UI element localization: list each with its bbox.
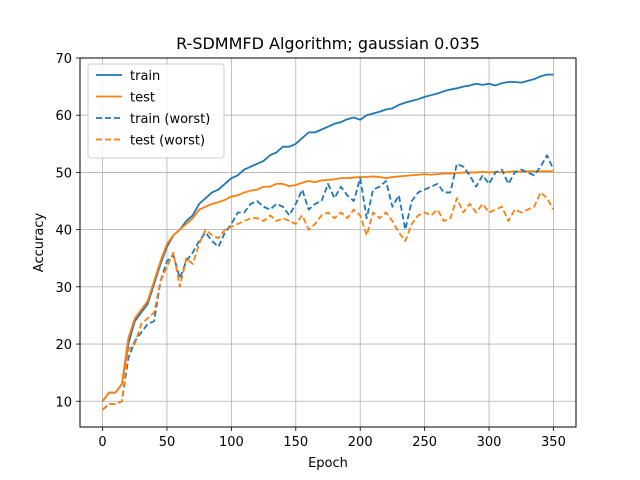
y-tick-label: 40	[55, 224, 72, 239]
y-tick-label: 30	[55, 281, 72, 296]
x-tick-label: 300	[477, 435, 502, 450]
legend-label: test	[130, 91, 155, 106]
legend-box	[87, 63, 225, 159]
legend-label: test (worst)	[130, 134, 205, 149]
y-axis-label: Accuracy	[32, 213, 47, 273]
y-tick-label: 60	[55, 109, 72, 124]
series-layer	[101, 73, 555, 411]
x-tick-label: 350	[541, 435, 566, 450]
y-tick-label: 10	[55, 395, 72, 410]
y-tick-label: 70	[55, 52, 72, 67]
ticks: 0 50 100 150 200 250 300 350 10 20 30 40 50 60 70	[55, 52, 565, 450]
legend-label: train	[130, 69, 160, 84]
series-line-1	[101, 170, 554, 402]
chart-title: R-SDMMFD Algorithm; gaussian 0.035	[176, 34, 480, 53]
x-axis-label: Epoch	[308, 456, 348, 471]
y-tick-label: 50	[55, 166, 72, 181]
x-tick-label: 250	[412, 435, 437, 450]
axes-frame	[79, 57, 577, 428]
series-line-3	[101, 191, 555, 411]
x-tick-label: 150	[283, 435, 308, 450]
y-tick-label: 20	[55, 338, 72, 353]
legend: train test train (worst) test (worst)	[87, 63, 225, 159]
x-tick-label: 50	[159, 435, 176, 450]
legend-label: train (worst)	[130, 112, 210, 127]
x-tick-label: 200	[348, 435, 373, 450]
x-tick-label: 100	[219, 435, 244, 450]
x-tick-label: 0	[98, 435, 106, 450]
